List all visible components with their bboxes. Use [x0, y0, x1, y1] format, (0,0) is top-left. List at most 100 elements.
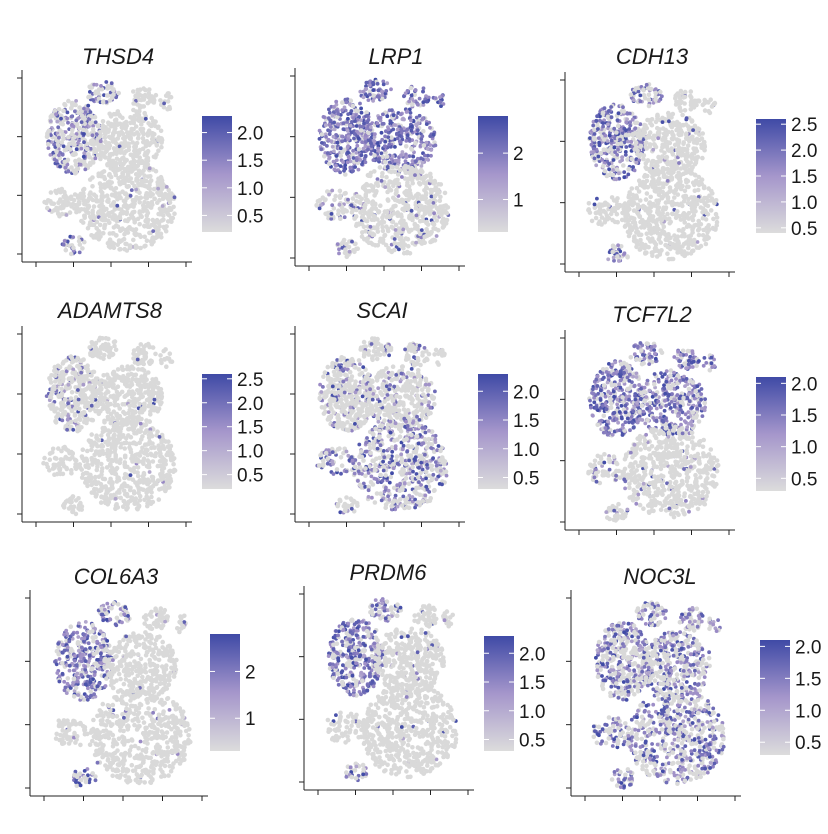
data-point: [635, 210, 640, 215]
data-point: [641, 87, 646, 92]
data-point: [135, 345, 141, 351]
data-point: [81, 410, 87, 415]
data-point: [151, 405, 156, 410]
data-point: [640, 184, 646, 189]
data-point: [330, 144, 335, 149]
data-point: [337, 251, 341, 256]
data-point: [65, 202, 70, 207]
data-point: [141, 104, 147, 109]
data-point: [422, 240, 428, 245]
data-point: [147, 344, 152, 349]
data-point: [413, 140, 418, 146]
data-point: [670, 202, 675, 208]
data-point: [52, 108, 58, 114]
data-point: [59, 386, 64, 392]
data-point: [604, 213, 610, 218]
data-point: [115, 384, 121, 390]
data-point: [379, 174, 385, 179]
data-point: [151, 229, 156, 234]
data-point: [644, 146, 649, 151]
data-point: [69, 408, 75, 414]
data-point: [111, 339, 117, 345]
data-point: [661, 143, 667, 148]
data-point: [65, 162, 70, 167]
colorbar-tick-label: 2.0: [791, 141, 817, 162]
data-point: [67, 141, 72, 147]
data-point: [327, 161, 332, 167]
data-point: [142, 199, 147, 205]
data-point: [120, 123, 126, 129]
data-point: [123, 241, 128, 247]
data-point: [151, 119, 156, 125]
data-point: [438, 95, 442, 99]
data-point: [82, 215, 87, 220]
data-point: [117, 160, 123, 166]
data-point: [648, 239, 653, 244]
data-point: [364, 80, 369, 85]
data-point: [340, 134, 344, 139]
data-point: [692, 100, 698, 106]
data-point: [75, 428, 80, 433]
data-point: [349, 109, 354, 113]
data-point: [163, 192, 168, 198]
data-point: [120, 178, 126, 184]
data-point: [94, 219, 100, 225]
data-point: [615, 123, 621, 129]
data-point: [407, 137, 412, 142]
data-point: [71, 197, 77, 203]
data-point: [128, 203, 133, 209]
data-point: [86, 203, 91, 208]
data-point: [367, 83, 372, 88]
data-point: [334, 99, 339, 104]
data-point: [660, 210, 665, 216]
data-point: [351, 156, 356, 160]
data-point: [629, 139, 634, 144]
data-point: [356, 167, 361, 172]
data-point: [414, 122, 418, 127]
data-point: [72, 413, 78, 418]
data-point: [137, 221, 142, 227]
data-point: [338, 170, 342, 175]
data-point: [120, 210, 126, 216]
data-point: [119, 207, 124, 212]
data-point: [417, 96, 422, 101]
data-point: [75, 355, 80, 361]
data-point: [61, 136, 66, 142]
data-point: [409, 146, 414, 151]
data-point: [106, 244, 112, 249]
data-point: [400, 175, 404, 179]
data-point: [627, 230, 633, 236]
data-point: [78, 143, 84, 148]
data-point: [95, 153, 101, 158]
data-point: [82, 121, 87, 127]
data-point: [696, 245, 702, 250]
data-point: [395, 131, 399, 136]
data-point: [136, 367, 141, 372]
data-point: [712, 200, 717, 206]
data-point: [96, 210, 101, 215]
data-point: [607, 172, 613, 177]
data-point: [124, 203, 130, 209]
data-point: [384, 89, 389, 93]
data-point: [420, 134, 425, 139]
data-point: [675, 181, 681, 186]
data-point: [131, 132, 137, 137]
data-point: [65, 417, 70, 422]
data-point: [89, 233, 94, 238]
data-point: [660, 170, 666, 175]
data-point: [627, 111, 632, 116]
data-point: [601, 121, 606, 125]
data-point: [73, 162, 79, 167]
data-point: [370, 93, 376, 98]
data-point: [73, 109, 77, 114]
data-point: [78, 162, 83, 167]
data-point: [350, 239, 354, 244]
data-point: [77, 125, 82, 131]
data-point: [108, 114, 114, 119]
data-point: [591, 150, 596, 154]
data-point: [691, 146, 696, 151]
colorbar-tick-label: 2.0: [237, 124, 263, 145]
data-point: [665, 251, 670, 256]
data-point: [132, 145, 137, 150]
